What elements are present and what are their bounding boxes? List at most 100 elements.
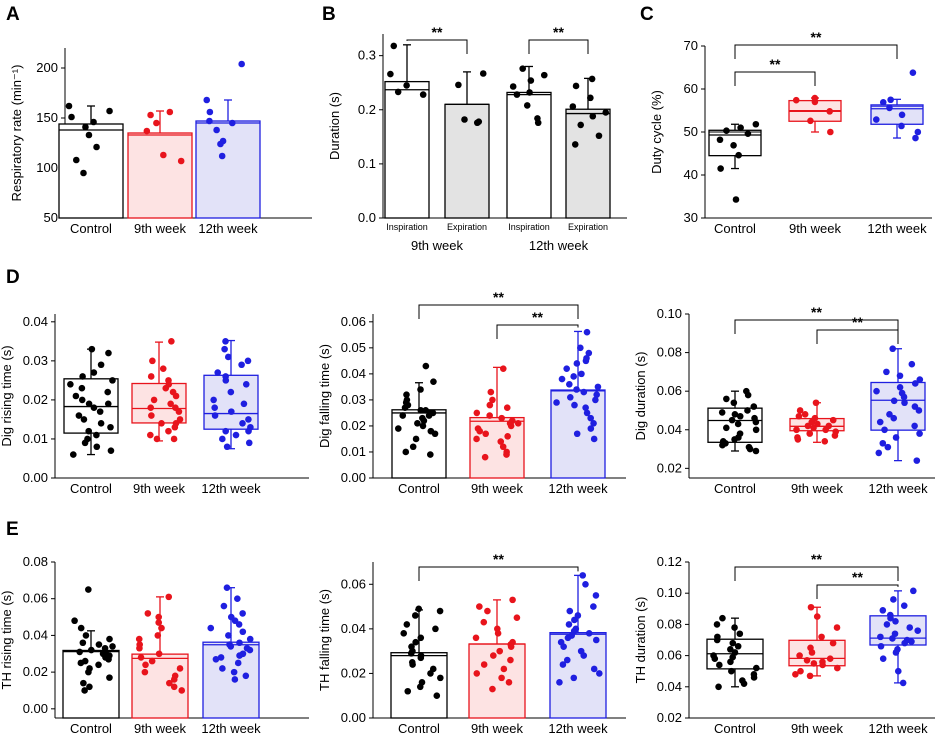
data-point: [752, 447, 760, 455]
data-point: [806, 430, 814, 437]
data-point: [473, 119, 481, 127]
data-point: [826, 108, 833, 115]
data-point: [715, 683, 722, 691]
data-point: [77, 659, 85, 667]
chart-e1: 0.00 0.02 0.04 0.06 0.08 TH rising time (s) Co…: [0, 554, 309, 736]
data-point: [105, 655, 112, 663]
data-point: [911, 380, 919, 387]
data-point: [97, 361, 105, 369]
data-point: [585, 630, 593, 637]
data-point: [731, 624, 738, 631]
data-point: [236, 639, 243, 647]
data-point: [67, 380, 74, 388]
data-point: [571, 401, 578, 409]
data-point: [583, 409, 591, 417]
data-point: [489, 685, 496, 693]
data-point: [579, 572, 587, 579]
y-tick-label: 0.02: [657, 710, 682, 725]
data-point: [246, 635, 254, 643]
data-point: [230, 668, 238, 676]
data-point: [97, 420, 105, 427]
data-point: [417, 407, 425, 414]
data-point: [149, 357, 156, 365]
x-tick-label: 9th week: [134, 721, 187, 736]
data-point: [879, 655, 887, 663]
data-point: [560, 643, 567, 650]
y-tick-label: 60: [684, 81, 698, 96]
data-point: [559, 661, 567, 668]
data-point: [476, 603, 483, 610]
data-point: [728, 416, 736, 424]
y-axis-label: TH falling time (s): [317, 589, 332, 691]
data-point: [171, 423, 179, 431]
y-tick-label: 0.02: [23, 392, 48, 407]
data-point: [228, 119, 236, 127]
data-point: [713, 636, 721, 644]
data-point: [72, 156, 80, 164]
data-point: [735, 151, 742, 159]
x-tick-label: 12th week: [868, 481, 928, 496]
data-point: [96, 408, 104, 415]
data-point: [879, 439, 887, 447]
box: [870, 104, 924, 125]
data-point: [723, 395, 730, 403]
bar: [384, 80, 430, 219]
data-point: [901, 399, 908, 407]
data-point: [481, 453, 489, 461]
data-point: [499, 443, 507, 451]
significance-label: **: [852, 314, 863, 330]
data-point: [147, 111, 154, 119]
x-tick-label: 9th week: [789, 221, 842, 236]
data-point: [590, 435, 598, 443]
data-point: [504, 433, 511, 440]
data-point: [236, 652, 243, 659]
x-tick-label: Control: [398, 721, 440, 736]
data-point: [176, 665, 184, 672]
data-point: [245, 439, 253, 447]
x-tick-label: Expiration: [568, 222, 608, 232]
data-point: [505, 679, 513, 686]
data-point: [239, 420, 246, 427]
data-point: [142, 661, 149, 669]
data-point: [744, 130, 752, 138]
y-tick-label: 0.03: [341, 392, 366, 407]
data-point: [231, 676, 239, 683]
significance-bracket: [528, 39, 589, 54]
data-point: [803, 656, 811, 664]
y-tick-label: 0.05: [341, 340, 366, 355]
data-point: [571, 141, 579, 148]
data-point: [731, 411, 739, 418]
data-point: [793, 426, 800, 434]
data-point: [713, 621, 721, 628]
data-point: [420, 417, 428, 425]
data-point: [412, 638, 419, 646]
data-point: [166, 108, 174, 116]
data-point: [153, 435, 161, 443]
data-point: [887, 614, 894, 622]
data-point: [416, 683, 424, 691]
data-point: [727, 658, 734, 666]
data-point: [587, 425, 595, 432]
data-point: [898, 122, 905, 130]
x-tick-label: Control: [714, 221, 756, 236]
y-tick-label: 0.04: [23, 627, 48, 642]
data-point: [403, 82, 410, 89]
data-point: [886, 104, 893, 112]
data-point: [473, 409, 481, 417]
data-point: [242, 380, 250, 388]
data-point: [566, 607, 574, 615]
significance-bracket: [816, 329, 899, 344]
data-point: [896, 384, 904, 391]
data-point: [417, 634, 425, 642]
data-point: [141, 668, 149, 676]
data-point: [486, 412, 493, 419]
data-point: [892, 434, 900, 441]
data-point: [808, 649, 816, 656]
bar: [444, 103, 490, 219]
chart-e3: 0.02 0.04 0.06 0.08 0.10 0.12 TH duration (s) C…: [633, 551, 935, 736]
bar: [58, 123, 124, 219]
data-point: [500, 665, 508, 673]
significance-bracket: [734, 319, 899, 334]
data-point: [399, 412, 407, 419]
data-point: [244, 357, 252, 365]
